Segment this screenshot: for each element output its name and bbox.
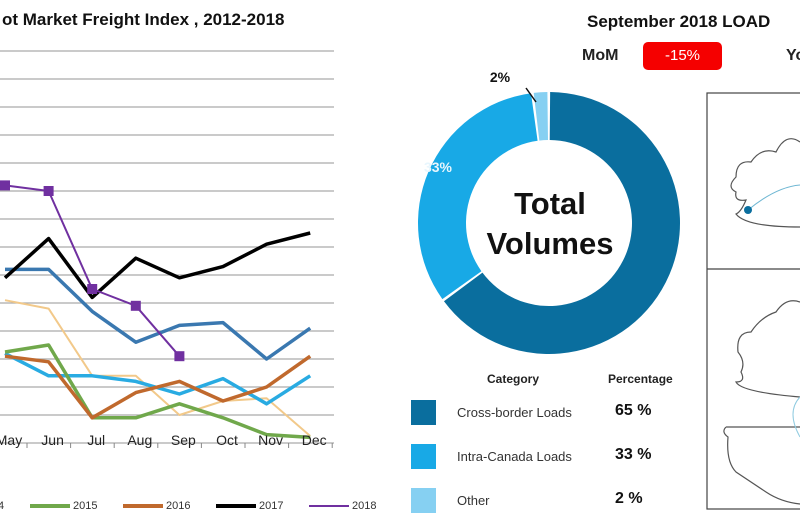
map-panels [706, 92, 800, 510]
donut-slice [443, 92, 680, 354]
donut-data-label: 33% [424, 159, 453, 175]
legend-label: 2016 [166, 500, 191, 512]
line-chart-title: ot Market Freight Index , 2012-2018 [2, 10, 285, 29]
data-point-2018 [43, 186, 54, 196]
legend-label: 2015 [73, 500, 98, 512]
map-frame [706, 92, 800, 510]
donut-center-line2: Volumes [486, 226, 614, 261]
legend-item: 2018 [309, 500, 376, 512]
category-percentage: 33 % [615, 446, 652, 463]
legend-item: 2016 [123, 500, 190, 512]
route-arc [792, 396, 800, 438]
category-label: Cross-border Loads [457, 405, 572, 420]
route-line [747, 184, 800, 211]
yoy-label: Yo [786, 47, 800, 64]
legend-item: 4 [0, 500, 4, 512]
legend-label: 2017 [259, 500, 284, 512]
x-tick-label: Dec [301, 432, 327, 448]
category-label: Other [457, 493, 490, 508]
legend-swatch [216, 504, 256, 508]
usa-outline [723, 426, 800, 505]
legend-row: Intra-Canada Loads 33 % [410, 444, 700, 474]
donut-data-label: 2% [490, 69, 511, 85]
category-swatch [411, 400, 436, 425]
x-tick-label: Oct [216, 432, 238, 448]
series-line-2017 [3, 231, 311, 300]
series-line-2016 [4, 354, 312, 420]
legend-swatch [123, 504, 163, 508]
data-point-2018 [130, 300, 141, 311]
series-line-2015 [4, 343, 311, 440]
category-swatch [411, 444, 436, 469]
legend-label: 4 [0, 500, 5, 512]
canada-outline-top [730, 138, 800, 228]
line-chart [0, 50, 334, 448]
x-tick-label: May [0, 432, 23, 448]
data-point-2018 [174, 351, 185, 362]
origin-marker [744, 206, 752, 214]
donut-center-line1: Total [514, 186, 586, 221]
category-percentage: 65 % [615, 402, 652, 419]
canada-outline-bottom [735, 300, 800, 398]
x-tick-label: Nov [258, 432, 284, 448]
donut-slice [418, 93, 538, 300]
leader-line [525, 87, 537, 103]
table-header-category: Category [487, 372, 540, 386]
legend-swatch [30, 504, 70, 508]
legend-item: 2017 [216, 500, 283, 512]
legend-row: Cross-border Loads 65 % [410, 400, 700, 430]
loads-title: September 2018 LOAD [587, 12, 771, 31]
x-tick-label: Jun [41, 432, 64, 448]
legend-row: Other 2 % [410, 488, 700, 518]
x-tick-label: Sep [170, 432, 196, 448]
category-label: Intra-Canada Loads [457, 449, 572, 464]
legend-swatch [309, 505, 349, 507]
legend-label: 2018 [352, 500, 377, 512]
donut-slice [533, 92, 548, 141]
series-line-s1 [4, 299, 311, 437]
table-header-percentage: Percentage [608, 372, 673, 386]
data-point-2018 [87, 284, 98, 294]
x-tick-label: Aug [127, 432, 153, 448]
category-swatch [411, 488, 436, 513]
data-point-2018 [0, 180, 10, 191]
mom-badge: -15% [643, 42, 722, 70]
category-percentage: 2 % [615, 490, 643, 507]
mom-label: MoM [582, 47, 619, 64]
legend-item: 2015 [30, 500, 97, 512]
donut-chart: 65%33%2% [418, 69, 680, 354]
x-tick-label: Jul [87, 432, 106, 448]
series-line-s0 [5, 267, 312, 361]
